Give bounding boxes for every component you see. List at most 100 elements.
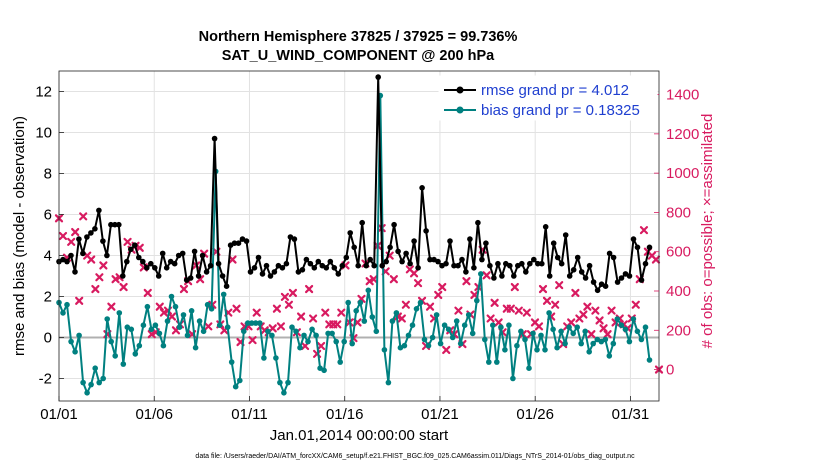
rmse-point [586, 262, 593, 269]
bias-point [449, 334, 456, 341]
bias-point [72, 349, 78, 355]
rmse-point [423, 228, 429, 234]
rmse-point [447, 238, 453, 244]
assimilated-marker [276, 322, 286, 331]
rmse-point [391, 221, 397, 228]
assimilated-marker-stroke [393, 312, 402, 321]
assimilated-marker-stroke [288, 288, 298, 298]
assimilated-marker [159, 308, 169, 317]
bias-point [329, 330, 335, 337]
assimilated-marker [204, 322, 213, 331]
assimilated-marker [58, 231, 68, 241]
assimilated-marker-stroke [179, 284, 189, 294]
bias-point [562, 340, 568, 347]
rmse-point [443, 260, 449, 267]
bias-point [381, 347, 388, 353]
assimilated-marker-stroke [583, 302, 592, 311]
assimilated-marker [228, 255, 237, 264]
assimilated-marker [167, 312, 177, 321]
bias-point [232, 383, 239, 390]
bias-point [526, 365, 532, 372]
assimilated-marker-stroke [296, 312, 306, 321]
rmse-point [499, 273, 505, 279]
rmse-point [335, 271, 342, 277]
bias-point [204, 301, 211, 308]
assimilated-marker [143, 288, 152, 298]
assimilated-marker-stroke [232, 304, 241, 313]
assimilated-marker [583, 302, 592, 311]
rmse-point [558, 260, 565, 267]
bias-point [558, 328, 564, 335]
bias-point [638, 336, 645, 343]
assimilated-marker-stroke [135, 243, 144, 252]
assimilated-marker-stroke [639, 226, 649, 235]
rmse-point [574, 254, 581, 261]
rmse-point [411, 238, 417, 244]
assimilated-marker [248, 336, 257, 345]
bias-point [518, 328, 524, 335]
assimilated-marker-stroke [442, 345, 451, 355]
assimilated-marker-stroke [268, 324, 277, 333]
bias-point [273, 355, 279, 361]
bias-point [494, 359, 500, 365]
bias-point [498, 324, 504, 331]
bias-point [116, 310, 123, 316]
rmse-point [84, 234, 90, 240]
bias-point [441, 322, 448, 329]
rmse-point [634, 244, 641, 251]
bias-point [570, 330, 576, 337]
rmse-point [630, 236, 637, 242]
assimilated-marker [542, 296, 552, 305]
assimilated-marker-stroke [538, 284, 548, 294]
chart-subtitle: SAT_U_WIND_COMPONENT @ 200 hPa [222, 48, 495, 64]
rmse-point [367, 256, 374, 263]
y2-axis-label: # of obs: o=possible; ×=assimilated [699, 114, 716, 349]
x-tick-label: 01/31 [612, 406, 650, 423]
bias-point [574, 324, 580, 331]
assimilated-marker-stroke [280, 292, 290, 301]
assimilated-marker [321, 308, 330, 317]
rmse-point [451, 262, 457, 269]
bias-point [357, 299, 364, 306]
assimilated-marker-stroke [486, 314, 495, 323]
assimilated-marker-stroke [228, 255, 237, 264]
assimilated-marker-stroke [462, 277, 471, 286]
bias-point [289, 324, 295, 331]
assimilated-marker [639, 226, 649, 235]
assimilated-marker-stroke [551, 300, 560, 309]
assimilated-marker [67, 237, 76, 246]
bias-point [120, 361, 127, 367]
bias-point [128, 326, 135, 333]
assimilated-marker [79, 212, 88, 221]
assimilated-marker-stroke [111, 275, 120, 284]
rmse-point [247, 269, 254, 275]
bias-point [550, 326, 556, 333]
y2-tick-label: 400 [666, 283, 691, 300]
bias-point [365, 287, 372, 294]
x-ticks: 01/01 01/06 01/11 01/16 01/21 01/26 01/31 [40, 396, 649, 423]
rmse-point [271, 269, 278, 275]
rmse-point [315, 258, 322, 265]
bias-point [180, 312, 187, 318]
rmse-point [88, 230, 94, 236]
assimilated-marker-stroke [260, 326, 269, 335]
rmse-point [148, 260, 154, 267]
x-axis-label: Jan.01,2014 00:00:00 start [270, 427, 449, 444]
rmse-point [155, 273, 162, 279]
assimilated-marker-stroke [522, 308, 531, 317]
assimilated-marker [135, 243, 144, 252]
rmse-point [331, 265, 338, 271]
rmse-point [594, 287, 601, 294]
rmse-point [152, 265, 158, 271]
rmse-point [519, 260, 525, 267]
y2-tick-label: 0 [666, 362, 674, 379]
assimilated-marker-stroke [506, 304, 515, 313]
x-tick-label: 01/01 [40, 406, 78, 423]
bias-point [301, 332, 307, 339]
assimilated-marker [147, 330, 156, 339]
bias-point [309, 326, 315, 333]
y-tick-label: 4 [44, 247, 52, 264]
assimilated-marker [333, 320, 342, 329]
assimilated-marker-stroke [389, 275, 398, 284]
assimilated-marker [591, 306, 600, 315]
